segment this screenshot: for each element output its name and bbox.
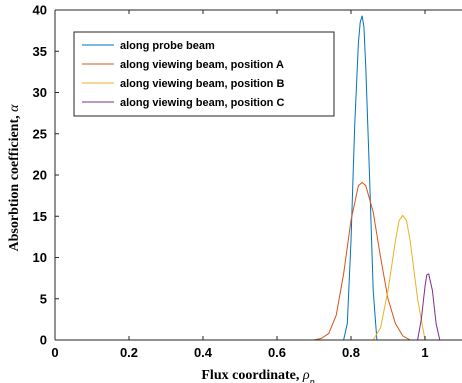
x-axis-label: Flux coordinate, ρp xyxy=(201,368,314,383)
legend-box xyxy=(73,31,335,117)
y-tick-label: 25 xyxy=(33,126,47,141)
series-layer xyxy=(92,15,462,341)
y-tick-label: 30 xyxy=(33,85,47,100)
x-tick-label: 0.8 xyxy=(342,345,360,360)
legend-entry-2: along viewing beam, position B xyxy=(120,78,284,90)
series-line-2 xyxy=(166,214,462,341)
y-axis-label: Absorbtion coefficient, α xyxy=(7,104,22,252)
y-tick-label: 35 xyxy=(33,44,47,59)
legend-entry-1: along viewing beam, position A xyxy=(120,59,284,71)
y-tick-label: 40 xyxy=(33,3,47,18)
series-line-0 xyxy=(343,15,462,341)
x-tick-label: 0.2 xyxy=(120,345,138,360)
legend-entry-0: along probe beam xyxy=(120,40,215,52)
y-tick-label: 10 xyxy=(33,250,47,265)
x-tick-label: 0.4 xyxy=(194,345,213,360)
legend: along probe beam along viewing beam, posi… xyxy=(73,31,335,117)
y-tick-label: 5 xyxy=(40,291,47,306)
x-tick-label: 1 xyxy=(421,345,428,360)
y-tick-label: 0 xyxy=(40,333,47,348)
x-tick-label: 0 xyxy=(51,345,58,360)
x-tick-label: 0.6 xyxy=(268,345,286,360)
y-tick-label: 15 xyxy=(33,209,47,224)
y-tick-label: 20 xyxy=(33,168,47,183)
series-line-3 xyxy=(258,273,462,341)
legend-entry-3: along viewing beam, position C xyxy=(120,97,284,109)
series-line-1 xyxy=(92,181,462,341)
